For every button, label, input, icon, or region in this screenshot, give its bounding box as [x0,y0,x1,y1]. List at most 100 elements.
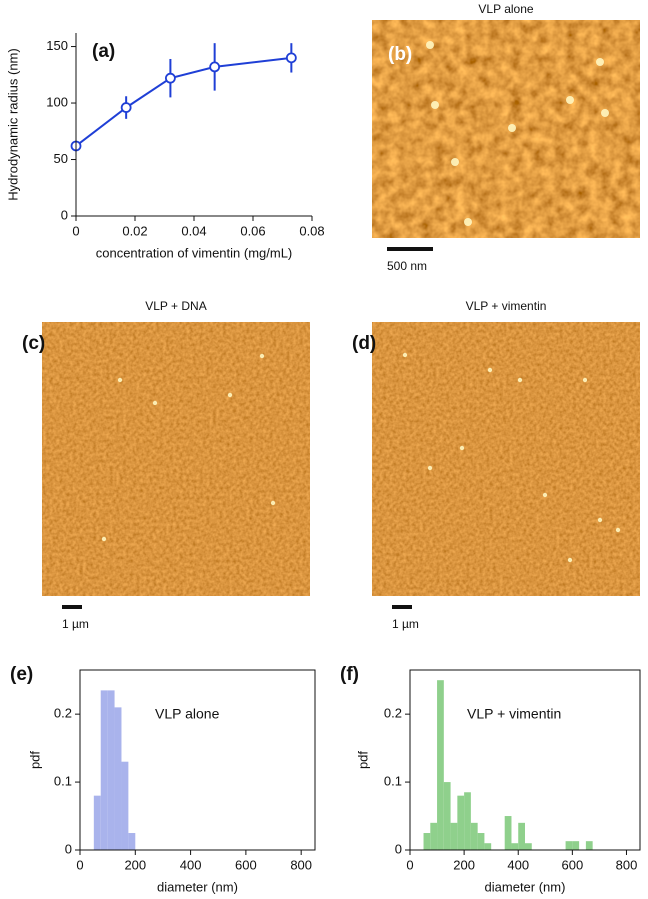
y-tick-label: 0.2 [54,706,72,721]
x-tick-label: 0.04 [181,223,206,238]
histogram-bar [504,816,512,850]
x-tick-label: 400 [507,857,529,872]
x-tick-label: 800 [290,857,312,872]
bright-spot [597,517,603,523]
histogram-bar [100,690,108,850]
bright-spot [259,353,265,359]
histogram-bar [477,833,485,850]
histogram-bar [114,707,122,850]
bright-spot [426,41,434,49]
scale-bar [387,247,433,251]
y-tick-label: 0 [61,207,68,222]
histogram-bar [423,833,431,850]
bright-spot [567,557,573,563]
x-tick-label: 200 [124,857,146,872]
histogram-bar [107,690,115,850]
bright-spot [101,536,107,542]
scale-bar [62,605,82,609]
bright-spot [542,492,548,498]
histogram-bar [585,841,593,850]
histogram-bar [430,822,438,850]
panel-label: (a) [92,41,115,62]
x-tick-label: 0.06 [240,223,265,238]
plot-frame [409,669,641,851]
x-tick-label: 0.08 [299,223,324,238]
data-point [209,61,221,73]
bright-spot [508,124,516,132]
afm-image [372,322,640,596]
y-tick-label: 50 [54,151,68,166]
x-tick-label: 200 [453,857,475,872]
bright-spot [451,158,459,166]
scale-bar-label: 1 µm [392,617,419,631]
bright-spot [402,352,408,358]
bright-spot [459,445,465,451]
panel-label: (d) [352,333,376,354]
scale-bar [392,605,412,609]
image-title: VLP alone [478,2,533,16]
y-tick-label: 0.2 [384,706,402,721]
scale-bar-label: 500 nm [387,259,427,273]
histogram-bar [464,792,471,850]
y-axis-title: Hydrodynamic radius (nm) [5,48,20,200]
x-tick-label: 0 [72,223,79,238]
afm-image [372,20,640,238]
x-axis-title: diameter (nm) [157,879,238,894]
scale-bar-label: 1 µm [62,617,89,631]
histogram-bar [450,822,458,850]
histogram-bar [437,680,444,850]
histogram-bar [443,782,451,850]
bright-spot [117,377,123,383]
histogram-bar [511,843,519,850]
y-axis-title: pdf [355,751,370,769]
histogram-bar [525,843,532,850]
x-tick-label: 800 [616,857,638,872]
panel-label: (c) [22,333,45,354]
bright-spot [152,400,158,406]
histogram-bar [565,841,573,850]
histogram-bar [484,843,492,850]
bright-spot [431,101,439,109]
bright-spot [601,109,609,117]
bright-spot [566,96,574,104]
bright-spot [615,527,621,533]
afm-image [42,322,310,596]
data-line [75,56,292,147]
x-tick-label: 400 [180,857,202,872]
y-tick-label: 150 [46,38,68,53]
x-axis-title: diameter (nm) [485,879,566,894]
x-tick-label: 600 [235,857,257,872]
panel-label: (e) [10,664,33,685]
data-point [120,102,132,113]
bright-spot [427,465,433,471]
bright-spot [487,367,493,373]
data-point [285,52,297,64]
bright-spot [517,377,523,383]
histogram-bar [470,822,478,850]
image-title: VLP + DNA [145,299,206,313]
panel-label: (b) [388,44,412,65]
histogram-bar [93,795,101,850]
x-axis-title: concentration of vimentin (mg/mL) [96,245,293,260]
x-tick-label: 0.02 [122,223,147,238]
histogram-bar [128,833,136,850]
bright-spot [596,58,604,66]
histogram-bar [457,795,465,850]
y-tick-label: 0 [395,841,402,856]
annotation: VLP + vimentin [467,706,561,722]
data-point [164,72,176,84]
y-tick-label: 0.1 [384,774,402,789]
histogram-bar [572,841,580,850]
annotation: VLP alone [155,706,220,722]
panel-label: (f) [340,664,359,685]
bright-spot [270,500,276,506]
y-tick-label: 100 [46,94,68,109]
x-tick-label: 0 [76,857,83,872]
bright-spot [582,377,588,383]
x-tick-label: 600 [562,857,584,872]
y-axis-title: pdf [27,751,42,769]
y-tick-label: 0.1 [54,774,72,789]
bright-spot [227,392,233,398]
histogram-bar [518,822,525,850]
